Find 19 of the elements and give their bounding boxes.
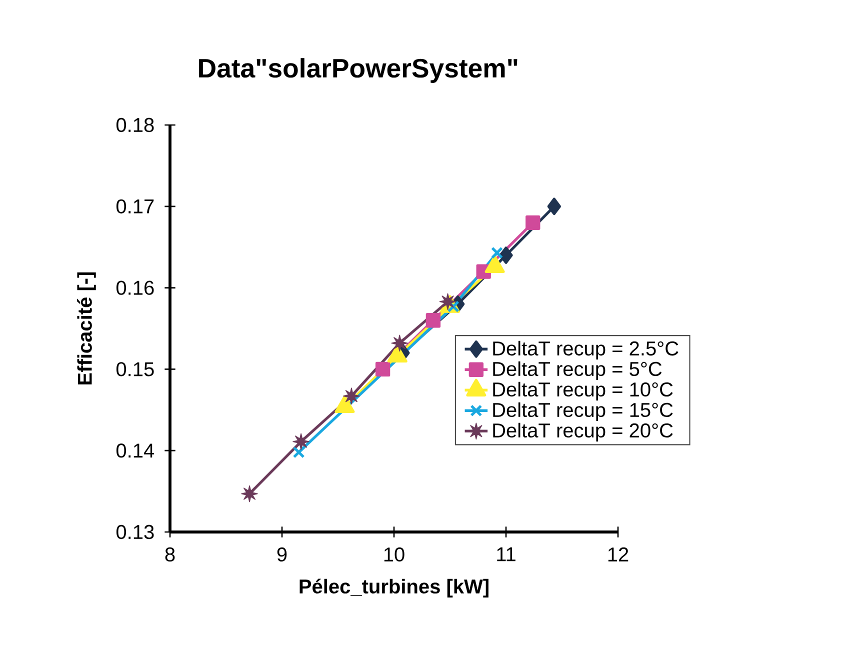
legend-label: DeltaT recup = 10°C xyxy=(493,382,673,400)
chart-title: Data"solarPowerSystem" xyxy=(199,58,518,83)
y-tick-label: 0.15 xyxy=(116,362,154,376)
y-tick-label: 0.16 xyxy=(116,280,154,295)
legend-label: DeltaT recup = 2.5°C xyxy=(493,340,678,360)
legend-label: DeltaT recup = 15°C xyxy=(493,402,673,421)
x-tick-label: 11 xyxy=(497,547,516,562)
x-tick-label: 9 xyxy=(277,547,287,562)
y-tick-label: 0.14 xyxy=(116,444,154,458)
legend-label: DeltaT recup = 5°C xyxy=(493,361,662,380)
x-axis-title: Pélec_turbines [kW] xyxy=(300,578,488,598)
x-tick-label: 12 xyxy=(608,547,628,562)
x-tick-label: 8 xyxy=(165,547,175,562)
y-tick-label: 0.13 xyxy=(116,524,154,540)
legend-label: DeltaT recup = 20°C xyxy=(493,422,673,442)
y-axis-title: Efficacité [-] xyxy=(77,272,96,384)
x-tick-label: 10 xyxy=(384,547,404,562)
y-tick-label: 0.18 xyxy=(116,118,154,132)
y-tick-label: 0.17 xyxy=(116,199,154,214)
